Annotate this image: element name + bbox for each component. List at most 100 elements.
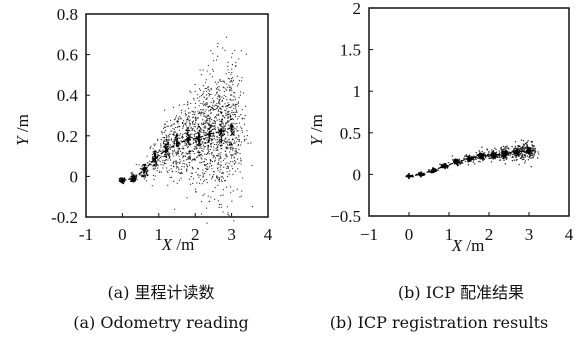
particle-dot <box>173 160 175 162</box>
particle-dot <box>196 148 198 150</box>
particle-dot <box>227 131 229 133</box>
particle-dot <box>234 170 237 172</box>
particle-dot <box>132 173 134 175</box>
particle-dot <box>187 156 189 159</box>
panel-a-caption-english: (a) Odometry reading <box>73 313 249 332</box>
particle-dot <box>203 146 205 148</box>
particle-dot <box>235 106 237 108</box>
particle-dot <box>214 104 216 106</box>
particle-dot <box>213 146 215 148</box>
particle-dot <box>176 152 178 154</box>
particle-dot <box>186 133 188 136</box>
particle-dot <box>217 128 219 130</box>
panel-a-x-tick-label: 3 <box>227 225 236 244</box>
particle-dot <box>212 138 214 140</box>
particle-dot <box>175 167 178 169</box>
particle-dot <box>223 87 225 89</box>
particle-dot <box>190 91 192 93</box>
particle-dot <box>458 159 461 161</box>
particle-dot <box>174 119 176 121</box>
particle-dot <box>172 133 175 135</box>
particle-dot <box>220 176 222 178</box>
particle-dot <box>511 160 514 162</box>
particle-dot <box>180 112 183 114</box>
particle-dot <box>226 165 229 167</box>
particle-dot <box>198 182 201 184</box>
particle-dot <box>198 176 200 178</box>
particle-dot <box>166 141 169 144</box>
particle-dot <box>216 91 218 93</box>
particle-dot <box>234 114 236 116</box>
particle-dot <box>229 89 231 91</box>
particle-dot <box>227 102 229 104</box>
particle-core-dot <box>173 142 176 145</box>
particle-dot <box>243 135 246 137</box>
particle-dot <box>232 104 235 106</box>
particle-dot <box>204 131 206 133</box>
particle-dot <box>207 114 209 116</box>
particle-dot <box>228 85 230 87</box>
particle-dot <box>163 136 166 139</box>
particle-core-dot <box>232 125 234 128</box>
particle-dot <box>213 100 215 102</box>
particle-dot <box>205 98 207 101</box>
particle-dot <box>189 134 191 136</box>
particle-dot <box>502 149 504 151</box>
particle-dot <box>150 164 152 166</box>
particle-dot <box>205 82 207 84</box>
particle-dot <box>217 145 219 147</box>
particle-dot <box>231 168 234 170</box>
particle-dot <box>177 122 179 124</box>
particle-dot <box>202 129 205 131</box>
particle-dot <box>479 161 481 163</box>
particle-dot <box>193 97 195 99</box>
particle-dot <box>192 142 194 144</box>
particle-dot <box>534 152 536 154</box>
particle-dot <box>511 155 514 158</box>
particle-dot <box>139 167 141 170</box>
particle-dot <box>234 127 236 129</box>
particle-dot <box>222 80 224 82</box>
particle-dot <box>200 143 202 145</box>
panel-b-x-tick-label: 4 <box>565 225 574 244</box>
particle-dot <box>172 162 174 164</box>
particle-dot <box>223 180 226 182</box>
particle-dot <box>193 123 196 126</box>
particle-core-dot <box>482 156 485 159</box>
particle-dot <box>174 117 177 119</box>
particle-dot <box>187 103 189 105</box>
particle-dot <box>211 76 214 78</box>
particle-dot <box>219 138 221 140</box>
particle-dot <box>219 98 221 100</box>
particle-dot <box>188 164 191 166</box>
particle-dot <box>227 134 229 136</box>
particle-dot <box>223 166 225 168</box>
particle-dot <box>144 176 146 178</box>
particle-dot <box>226 108 228 110</box>
particle-dot <box>217 163 219 165</box>
particle-dot <box>209 121 211 123</box>
particle-dot <box>227 61 229 63</box>
particle-dot <box>197 127 199 129</box>
particle-dot <box>220 108 222 110</box>
particle-dot <box>227 69 229 71</box>
particle-dot <box>202 141 204 143</box>
particle-dot <box>165 162 167 165</box>
particle-dot <box>537 157 539 159</box>
particle-dot <box>220 148 222 150</box>
particle-dot <box>225 95 227 98</box>
particle-dot <box>222 189 224 191</box>
particle-dot <box>191 111 193 113</box>
particle-dot <box>188 156 191 158</box>
particle-dot <box>235 152 237 154</box>
particle-dot <box>162 159 164 161</box>
particle-dot <box>208 122 210 125</box>
particle-dot <box>224 138 227 140</box>
particle-dot <box>202 161 204 163</box>
particle-dot <box>244 105 247 107</box>
particle-dot <box>183 166 185 168</box>
particle-dot <box>149 147 151 149</box>
particle-dot <box>138 164 140 166</box>
particle-dot <box>187 112 189 114</box>
